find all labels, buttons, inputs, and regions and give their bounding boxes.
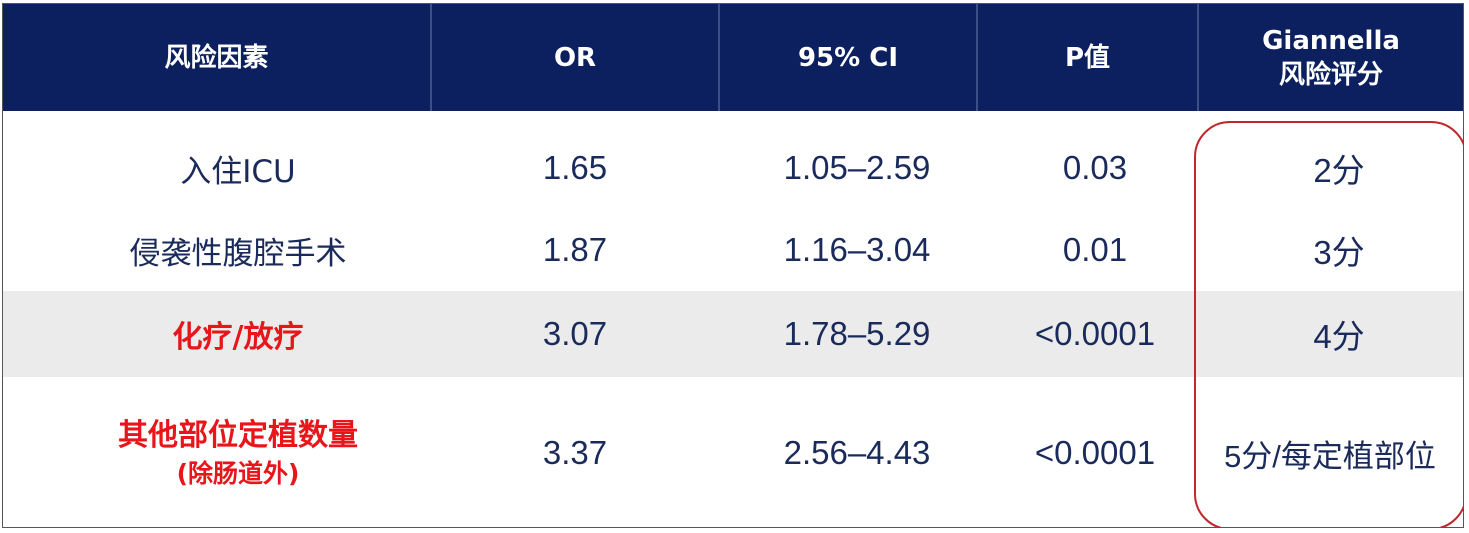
score-value: 5分/每定植部位 bbox=[1224, 438, 1436, 474]
header-divider bbox=[718, 4, 720, 111]
p-value: <0.0001 bbox=[1034, 434, 1156, 471]
header-divider bbox=[1197, 4, 1199, 111]
p-value: <0.0001 bbox=[1034, 315, 1156, 352]
ci-value: 1.16–3.04 bbox=[783, 231, 931, 268]
header-ci-label: 95% CI bbox=[797, 42, 899, 73]
or-cell: 3.07 bbox=[432, 291, 718, 377]
risk-factor-cell: 入住ICU bbox=[3, 119, 473, 217]
risk-factor-label: 侵袭性腹腔手术 bbox=[129, 235, 347, 272]
header-giannella-label-line1: Giannella bbox=[1262, 25, 1400, 56]
or-cell: 1.65 bbox=[432, 119, 718, 217]
header-risk-factor: 风险因素 bbox=[3, 4, 430, 111]
header-p-value: P值 bbox=[978, 4, 1197, 111]
score-cell: 4分 bbox=[1199, 291, 1463, 377]
header-risk-factor-label: 风险因素 bbox=[164, 42, 269, 73]
header-divider bbox=[976, 4, 978, 111]
ci-cell: 1.16–3.04 bbox=[720, 209, 994, 291]
header-divider bbox=[430, 4, 432, 111]
table-row: 侵袭性腹腔手术 1.87 1.16–3.04 0.01 3分 bbox=[3, 209, 1463, 291]
risk-factor-cell: 其他部位定植数量 (除肠道外) bbox=[3, 377, 473, 527]
score-cell: 3分 bbox=[1199, 209, 1463, 291]
p-value-cell: <0.0001 bbox=[978, 377, 1212, 527]
table-row: 化疗/放疗 3.07 1.78–5.29 <0.0001 4分 bbox=[3, 291, 1463, 377]
or-value: 3.07 bbox=[542, 315, 608, 352]
ci-value: 1.05–2.59 bbox=[783, 149, 931, 186]
ci-cell: 2.56–4.43 bbox=[720, 377, 994, 527]
or-value: 3.37 bbox=[542, 434, 608, 471]
header-giannella-label-line2: 风险评分 bbox=[1278, 59, 1383, 90]
p-value-cell: 0.01 bbox=[978, 209, 1212, 291]
header-giannella-score: Giannella 风险评分 bbox=[1199, 4, 1463, 111]
risk-factor-cell: 化疗/放疗 bbox=[3, 291, 473, 377]
header-or-label: OR bbox=[553, 42, 597, 73]
score-value: 4分 bbox=[1313, 318, 1365, 355]
table-row: 其他部位定植数量 (除肠道外) 3.37 2.56–4.43 <0.0001 5… bbox=[3, 377, 1463, 527]
score-cell: 2分 bbox=[1199, 119, 1463, 217]
p-value: 0.01 bbox=[1062, 231, 1128, 268]
risk-factor-label: 入住ICU bbox=[180, 153, 296, 190]
table-header: 风险因素 OR 95% CI P值 Giannella 风险评分 bbox=[3, 4, 1463, 111]
ci-cell: 1.05–2.59 bbox=[720, 119, 994, 217]
p-value-cell: <0.0001 bbox=[978, 291, 1212, 377]
or-cell: 3.37 bbox=[432, 377, 718, 527]
ci-value: 2.56–4.43 bbox=[783, 434, 931, 471]
or-cell: 1.87 bbox=[432, 209, 718, 291]
risk-factor-table: 风险因素 OR 95% CI P值 Giannella 风险评分 入住ICU 1… bbox=[2, 3, 1464, 528]
header-p-value-label: P值 bbox=[1064, 42, 1111, 73]
score-cell: 5分/每定植部位 bbox=[1199, 377, 1461, 527]
p-value: 0.03 bbox=[1062, 149, 1128, 186]
score-value: 2分 bbox=[1313, 152, 1365, 189]
score-value: 3分 bbox=[1313, 234, 1365, 271]
risk-factor-note: (除肠道外) bbox=[176, 459, 300, 488]
risk-factor-label: 其他部位定植数量 bbox=[118, 418, 358, 453]
header-or: OR bbox=[432, 4, 718, 111]
p-value-cell: 0.03 bbox=[978, 119, 1212, 217]
header-ci: 95% CI bbox=[720, 4, 976, 111]
or-value: 1.87 bbox=[542, 231, 608, 268]
ci-value: 1.78–5.29 bbox=[783, 315, 931, 352]
risk-factor-cell: 侵袭性腹腔手术 bbox=[3, 209, 473, 291]
risk-factor-label: 化疗/放疗 bbox=[172, 320, 304, 355]
or-value: 1.65 bbox=[542, 149, 608, 186]
ci-cell: 1.78–5.29 bbox=[720, 291, 994, 377]
table-row: 入住ICU 1.65 1.05–2.59 0.03 2分 bbox=[3, 111, 1463, 209]
